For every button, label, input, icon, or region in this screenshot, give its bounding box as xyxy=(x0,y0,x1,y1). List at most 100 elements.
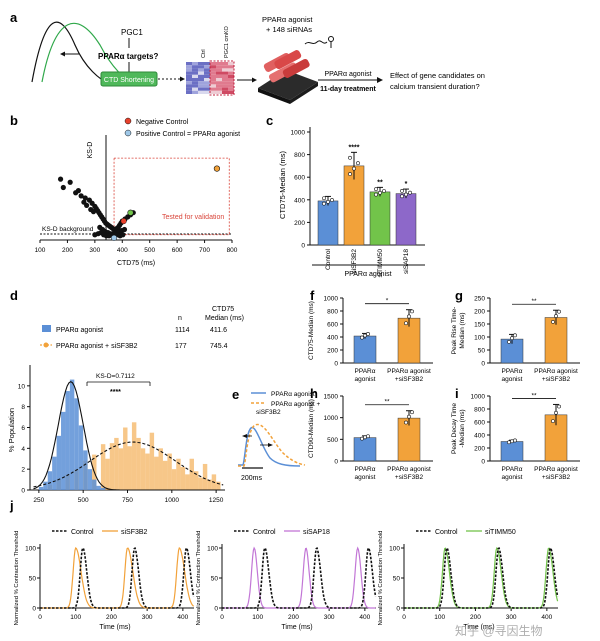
heatmap-cell xyxy=(216,90,222,94)
d-y-tick-label: 2 xyxy=(21,467,25,474)
g-y-tick-label: 100 xyxy=(474,335,485,342)
j-trace-control xyxy=(40,546,195,609)
heatmap-cell xyxy=(222,90,228,94)
dashed-arrowhead xyxy=(180,76,185,82)
heatmap-cell xyxy=(192,68,198,72)
d-bar-agonist xyxy=(96,485,101,490)
d-fit-sf3b2 xyxy=(33,441,224,488)
panel-letter-a: a xyxy=(10,10,18,25)
j-trace-treatment xyxy=(40,547,195,609)
d-row2-label: PPARα agonist + siSF3B2 xyxy=(56,343,138,350)
d-bar-agonist xyxy=(69,379,75,490)
d-x-tick-label: 250 xyxy=(33,497,44,504)
heatmap-cell xyxy=(192,81,198,85)
heatmap-cell xyxy=(228,90,234,94)
agonist-sirna-line1: PPARα agonist xyxy=(262,15,313,24)
c-data-dot xyxy=(404,192,408,197)
sirna-symbol xyxy=(328,36,334,42)
heatmap-cell xyxy=(192,65,198,69)
b-negative-control-point xyxy=(120,218,127,225)
i-data-dot xyxy=(551,419,555,423)
d-bar-sf3b2 xyxy=(193,471,199,490)
heatmap-cell xyxy=(192,74,198,78)
d-row2-n: 177 xyxy=(175,343,187,350)
j-xlabel: Time (ms) xyxy=(281,624,312,631)
d-bar-sf3b2 xyxy=(136,437,141,490)
j-y-tick-label: 50 xyxy=(393,576,401,583)
heatmap-cell xyxy=(222,71,228,75)
plate-base xyxy=(258,70,318,100)
g-data-dot xyxy=(510,336,514,341)
b-x-tick-label: 800 xyxy=(227,247,238,254)
heatmap-cell xyxy=(192,71,198,75)
panel-letter-c: c xyxy=(266,113,273,128)
h-cat2-line2: +siSF3B2 xyxy=(395,474,424,481)
d-row1-n: 1114 xyxy=(175,327,190,334)
plate-side xyxy=(258,88,290,104)
d-bar-sf3b2 xyxy=(131,422,137,490)
h-cat1-line2: agonist xyxy=(355,474,376,481)
heatmap-cell xyxy=(222,84,228,88)
i-cat2-line1: PPARα agonist xyxy=(534,466,578,473)
d-bar-agonist xyxy=(87,469,93,490)
heatmap-cell xyxy=(216,68,222,72)
f-cat1-line2: agonist xyxy=(355,376,376,383)
d-bar-sf3b2 xyxy=(154,456,159,490)
g-cat2-line1: PPARα agonist xyxy=(534,368,578,375)
panel-a-schematic: PGC1 PPARα targets? CTD Shortening Ctrl … xyxy=(31,15,485,104)
b-point xyxy=(78,193,84,199)
heatmap-cell xyxy=(228,84,234,88)
heatmap-cell xyxy=(210,87,216,91)
b-point xyxy=(90,209,97,215)
panel-b-scatter: Negative Control Positive Control = PPAR… xyxy=(35,117,240,267)
d-histogram-bars xyxy=(38,379,221,490)
treatment-arrowhead xyxy=(377,77,383,83)
i-y-tick-label: 1000 xyxy=(471,394,486,401)
b-point xyxy=(121,226,128,233)
d-y-tick-label: 8 xyxy=(21,404,25,411)
f-cat2-line1: PPARα agonist xyxy=(387,368,431,375)
i-data-dot xyxy=(513,438,517,443)
j-y-tick-label: 0 xyxy=(214,606,218,613)
j-legend-control: Control xyxy=(253,529,276,536)
b-x-tick-label: 300 xyxy=(89,247,100,254)
j-trace-control xyxy=(222,546,377,609)
c-data-dot xyxy=(322,201,326,206)
c-data-dot xyxy=(374,192,378,197)
i-cat1-line2: agonist xyxy=(502,474,523,481)
i-y-tick-label: 0 xyxy=(481,459,485,466)
d-row1-label: PPARα agonist xyxy=(56,327,103,334)
c-y-ticks: 0 200 400 600 800 1000 xyxy=(291,130,310,250)
d-bar-sf3b2 xyxy=(202,463,208,490)
heatmap-cell xyxy=(222,81,228,85)
h-y-tick-label: 1500 xyxy=(324,394,339,401)
heatmap-highlight xyxy=(209,60,235,96)
j-plot-siTIMM50: 0 100 200 300 400 0 50 100 Normalized % Contract… xyxy=(378,529,559,631)
f-bar xyxy=(353,335,377,364)
i-cat1-line1: PPARα xyxy=(502,466,523,473)
e-legend-agonist: PPARα agonist xyxy=(271,391,315,398)
d-bar-sf3b2 xyxy=(167,453,172,490)
d-bar-agonist xyxy=(74,398,79,490)
d-fit-agonist xyxy=(33,381,224,491)
f-y-tick-label: 200 xyxy=(327,348,338,355)
c-category-label: siSF3B2 xyxy=(351,249,358,274)
c-ylabel: CTD75-Median (ms) xyxy=(278,151,287,219)
validation-box xyxy=(113,157,230,236)
treatment-top-label: PPARα agonist xyxy=(324,71,371,78)
ctd-shortening-box xyxy=(100,71,158,87)
heatmap-cell xyxy=(192,62,198,66)
heatmap-cell xyxy=(210,68,216,72)
f-data-dot xyxy=(360,335,364,340)
d-x-tick-label: 750 xyxy=(122,497,133,504)
j-trace-control xyxy=(404,546,559,609)
d-bar-sf3b2 xyxy=(123,427,128,490)
b-point xyxy=(57,176,64,182)
c-data-dot xyxy=(408,190,412,195)
c-data-dot xyxy=(348,172,352,176)
question-line1: Effect of gene candidates on xyxy=(390,71,485,80)
g-y-tick-label: 50 xyxy=(478,348,486,355)
heatmap-cell xyxy=(198,81,204,85)
e-arrowhead xyxy=(268,443,273,447)
panel-e-traces: PPARα agonist PPARα agonist + siSF3B2 20… xyxy=(238,391,321,482)
